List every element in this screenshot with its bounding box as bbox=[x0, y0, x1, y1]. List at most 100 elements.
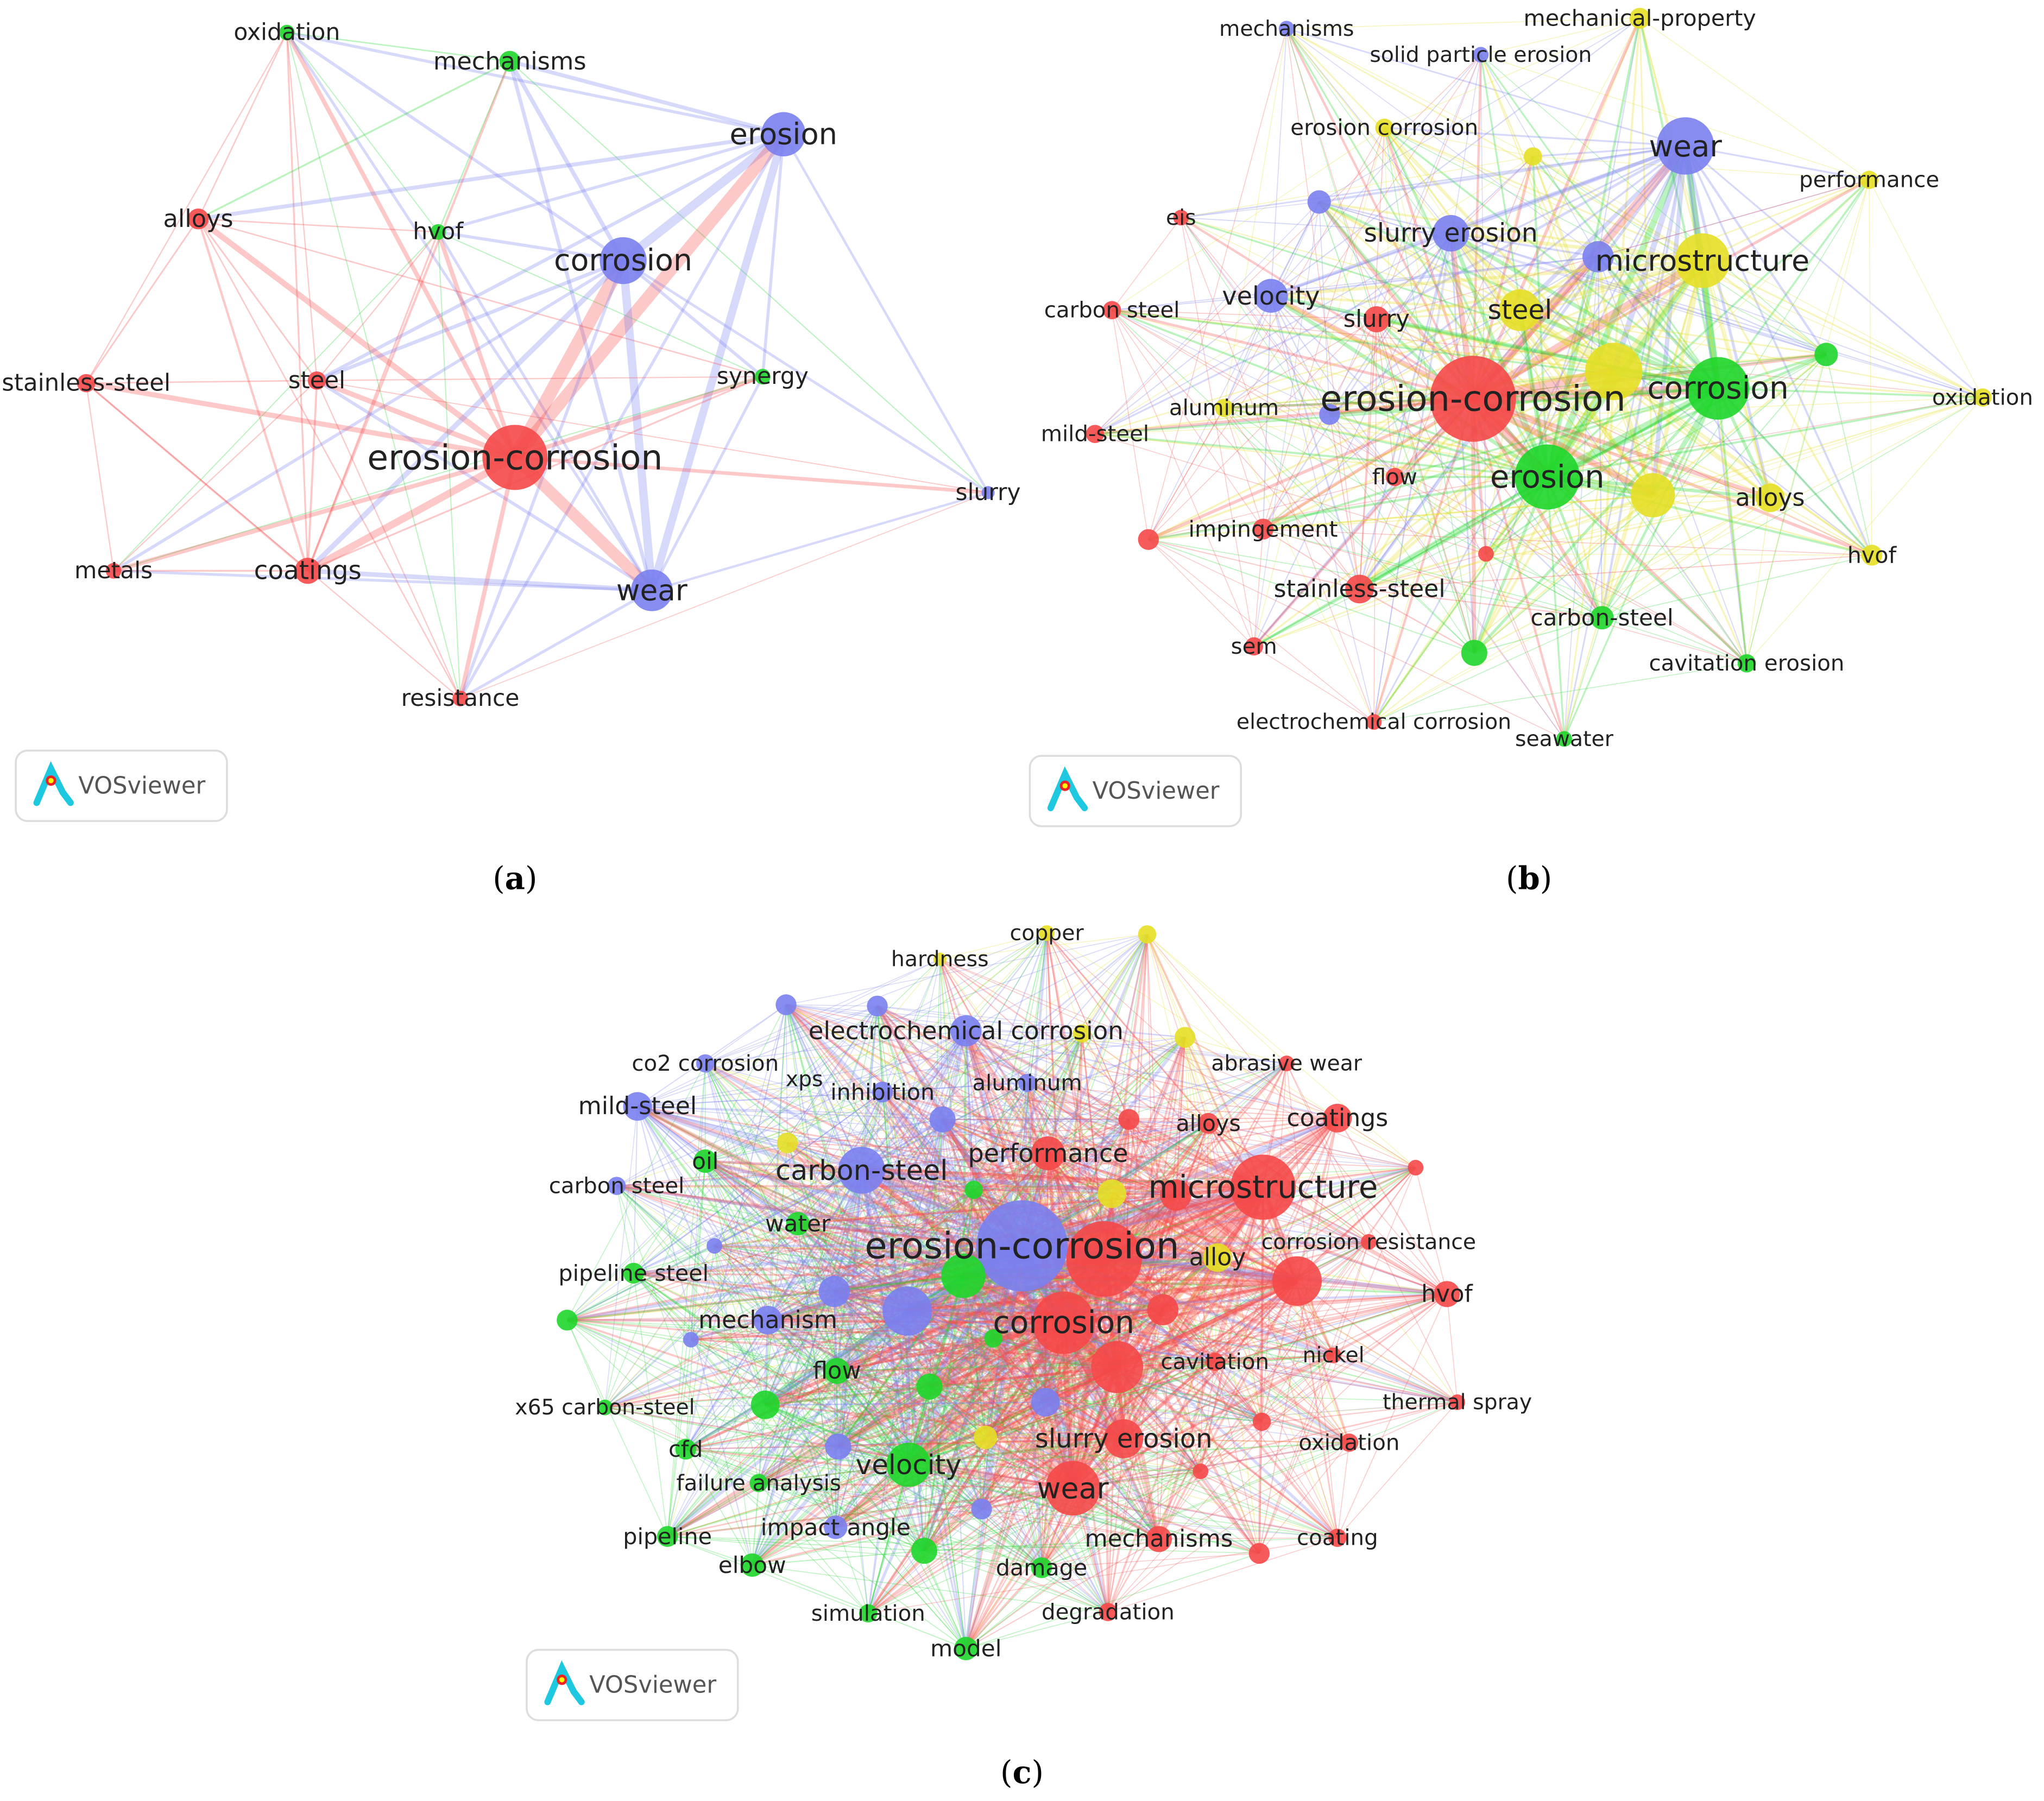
keyword-node[interactable] bbox=[696, 1054, 715, 1073]
keyword-node[interactable] bbox=[1556, 731, 1572, 747]
keyword-label[interactable]: alloys bbox=[1736, 484, 1805, 511]
keyword-label[interactable]: impact angle bbox=[761, 1514, 911, 1540]
keyword-label[interactable]: erosion bbox=[1490, 459, 1605, 495]
keyword-label[interactable]: stainless-steel bbox=[1274, 575, 1446, 603]
keyword-node[interactable] bbox=[954, 1636, 978, 1660]
keyword-node[interactable] bbox=[749, 1474, 768, 1493]
keyword-node[interactable] bbox=[777, 1132, 798, 1154]
keyword-node[interactable] bbox=[499, 50, 520, 72]
keyword-node[interactable] bbox=[754, 369, 771, 385]
keyword-label[interactable]: solid particle erosion bbox=[1370, 42, 1592, 67]
keyword-node[interactable] bbox=[824, 1515, 848, 1539]
keyword-node[interactable] bbox=[1215, 399, 1233, 418]
keyword-node[interactable] bbox=[1147, 1294, 1179, 1325]
keyword-label[interactable]: damage bbox=[996, 1554, 1088, 1581]
keyword-node[interactable] bbox=[1097, 1179, 1127, 1208]
keyword-node[interactable] bbox=[1629, 8, 1650, 29]
keyword-label[interactable]: carbon-steel bbox=[775, 1154, 948, 1186]
keyword-label[interactable]: cfd bbox=[668, 1436, 703, 1462]
keyword-node[interactable] bbox=[623, 1262, 644, 1284]
keyword-node[interactable] bbox=[984, 1329, 1002, 1348]
keyword-node[interactable] bbox=[1361, 1234, 1377, 1250]
keyword-node[interactable] bbox=[1193, 1463, 1209, 1480]
keyword-label[interactable]: microstructure bbox=[1595, 244, 1810, 278]
keyword-node[interactable] bbox=[452, 691, 468, 706]
keyword-node[interactable] bbox=[786, 1212, 810, 1236]
keyword-label[interactable]: elbow bbox=[718, 1552, 786, 1578]
keyword-node[interactable] bbox=[623, 1092, 652, 1121]
keyword-label[interactable]: corrosion bbox=[993, 1305, 1135, 1341]
keyword-label[interactable]: flow bbox=[813, 1357, 861, 1385]
keyword-node[interactable] bbox=[1206, 1353, 1225, 1371]
keyword-node[interactable] bbox=[1138, 529, 1159, 550]
keyword-node[interactable] bbox=[1231, 1154, 1296, 1220]
keyword-node[interactable] bbox=[1278, 1056, 1295, 1071]
keyword-label[interactable]: electrochemical corrosion bbox=[1237, 710, 1511, 735]
keyword-node[interactable] bbox=[105, 563, 122, 579]
keyword-label[interactable]: inhibition bbox=[830, 1079, 935, 1105]
keyword-node[interactable] bbox=[753, 1305, 783, 1335]
keyword-node[interactable] bbox=[750, 1390, 780, 1419]
keyword-label[interactable]: hvof bbox=[413, 219, 464, 245]
keyword-label[interactable]: eis bbox=[1166, 205, 1196, 230]
keyword-label[interactable]: pipeline bbox=[623, 1524, 712, 1550]
keyword-node[interactable] bbox=[1590, 606, 1614, 630]
keyword-label[interactable]: carbon-steel bbox=[1530, 604, 1673, 631]
keyword-node[interactable] bbox=[1375, 118, 1394, 137]
keyword-label[interactable]: mechanical-property bbox=[1524, 5, 1756, 31]
keyword-node[interactable] bbox=[294, 558, 321, 584]
keyword-node[interactable] bbox=[1473, 47, 1489, 63]
keyword-node[interactable] bbox=[1203, 1243, 1232, 1272]
keyword-node[interactable] bbox=[971, 1499, 992, 1520]
keyword-node[interactable] bbox=[886, 1442, 931, 1487]
keyword-node[interactable] bbox=[1138, 925, 1157, 944]
keyword-node[interactable] bbox=[859, 1604, 878, 1623]
keyword-label[interactable]: aluminum bbox=[1169, 395, 1279, 421]
keyword-label[interactable]: cavitation bbox=[1160, 1349, 1269, 1375]
keyword-label[interactable]: coatings bbox=[1286, 1104, 1388, 1132]
keyword-label[interactable]: steel bbox=[1488, 295, 1553, 326]
keyword-node[interactable] bbox=[1245, 637, 1264, 656]
keyword-label[interactable]: cavitation erosion bbox=[1649, 650, 1844, 676]
keyword-label[interactable]: flow bbox=[1372, 464, 1417, 490]
keyword-label[interactable]: alloy bbox=[1189, 1244, 1246, 1272]
keyword-node[interactable] bbox=[1018, 1073, 1037, 1092]
keyword-node[interactable] bbox=[1449, 1394, 1466, 1410]
keyword-node[interactable] bbox=[818, 1275, 850, 1307]
keyword-node[interactable] bbox=[1104, 1419, 1144, 1458]
keyword-node[interactable] bbox=[1756, 483, 1785, 513]
keyword-label[interactable]: x65 carbon-steel bbox=[515, 1395, 695, 1420]
keyword-label[interactable]: mechanisms bbox=[1085, 1526, 1233, 1553]
keyword-node[interactable] bbox=[1814, 343, 1838, 366]
keyword-node[interactable] bbox=[1860, 170, 1878, 189]
keyword-node[interactable] bbox=[1656, 117, 1714, 175]
keyword-label[interactable]: coatings bbox=[254, 556, 362, 585]
keyword-label[interactable]: erosion bbox=[730, 117, 838, 151]
keyword-node[interactable] bbox=[941, 1253, 986, 1298]
keyword-node[interactable] bbox=[1039, 925, 1055, 941]
keyword-label[interactable]: stainless-steel bbox=[2, 370, 171, 397]
keyword-label[interactable]: oxidation bbox=[234, 20, 340, 46]
keyword-node[interactable] bbox=[1524, 147, 1542, 166]
keyword-label[interactable]: degradation bbox=[1042, 1599, 1175, 1625]
keyword-label[interactable]: copper bbox=[1010, 921, 1084, 946]
keyword-node[interactable] bbox=[1385, 467, 1404, 486]
keyword-label[interactable]: slurry erosion bbox=[1364, 218, 1538, 248]
keyword-label[interactable]: hvof bbox=[1421, 1280, 1473, 1307]
keyword-label[interactable]: water bbox=[765, 1210, 831, 1237]
keyword-node[interactable] bbox=[1326, 1347, 1342, 1363]
keyword-node[interactable] bbox=[1434, 1281, 1460, 1307]
keyword-label[interactable]: impingement bbox=[1189, 516, 1338, 542]
keyword-label[interactable]: oxidation bbox=[1298, 1430, 1399, 1455]
keyword-label[interactable]: mild-steel bbox=[578, 1092, 697, 1120]
keyword-node[interactable] bbox=[916, 1373, 943, 1400]
keyword-label[interactable]: model bbox=[930, 1635, 1002, 1662]
keyword-label[interactable]: wear bbox=[1037, 1471, 1109, 1505]
keyword-label[interactable]: slurry bbox=[956, 479, 1021, 506]
keyword-node[interactable] bbox=[1031, 1136, 1065, 1171]
keyword-label[interactable]: velocity bbox=[856, 1449, 962, 1481]
keyword-node[interactable] bbox=[1032, 1291, 1095, 1354]
keyword-label[interactable]: corrosion resistance bbox=[1261, 1229, 1476, 1254]
keyword-label[interactable]: mild-steel bbox=[1041, 421, 1149, 447]
keyword-node[interactable] bbox=[1198, 1113, 1219, 1134]
